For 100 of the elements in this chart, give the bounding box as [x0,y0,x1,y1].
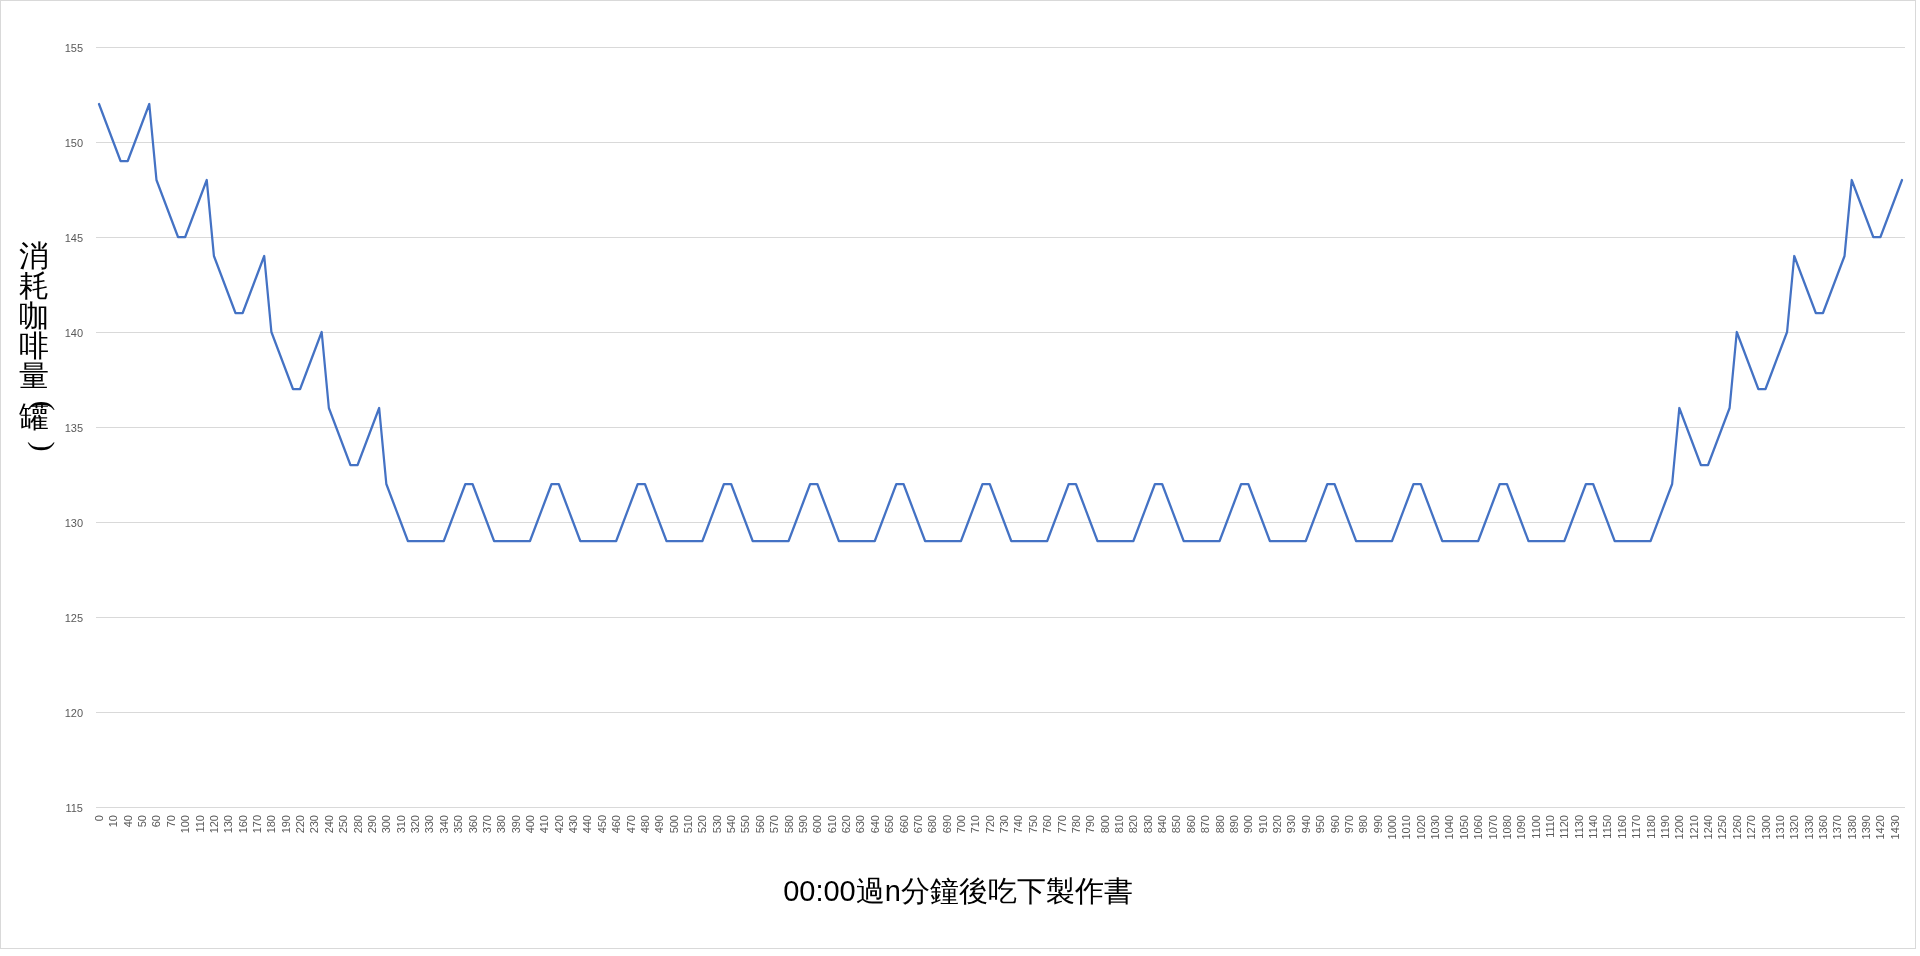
x-tick-label: 930 [1285,815,1298,834]
x-tick-label: 280 [351,815,364,834]
x-tick-label: 1360 [1817,815,1829,840]
x-tick-label: 740 [1012,815,1025,834]
x-tick-label: 720 [983,815,996,834]
x-tick-label: 1110 [1544,815,1556,838]
x-tick-label: 790 [1084,815,1097,834]
y-tick-label: 120 [64,706,83,719]
x-tick-label: 170 [251,815,264,834]
x-tick-label: 420 [552,815,565,834]
x-tick-label: 1320 [1788,815,1801,840]
x-tick-label: 40 [121,815,134,828]
x-tick-label: 670 [911,815,924,834]
x-tick-label: 450 [595,815,608,834]
x-tick-label: 620 [840,815,853,834]
x-tick-label: 1150 [1601,815,1614,839]
x-tick-label: 1390 [1860,815,1873,840]
x-tick-label: 1240 [1702,815,1715,840]
x-tick-label: 190 [279,815,292,834]
x-tick-label: 1300 [1759,815,1772,840]
x-tick-label: 500 [667,815,680,834]
x-tick-label: 1430 [1888,815,1901,840]
x-axis-title: 00:00過n分鐘後吃下製作書 [783,875,1133,907]
x-tick-label: 570 [768,815,781,834]
x-tick-label: 910 [1256,815,1269,834]
x-tick-label: 710 [969,815,982,834]
x-tick-label: 320 [409,815,422,834]
x-tick-label: 60 [150,815,163,828]
x-tick-label: 300 [380,815,393,834]
x-tick-label: 1030 [1429,815,1442,840]
x-tick-label: 1310 [1773,815,1786,840]
y-axis-title: 消耗咖啡量(罐) [19,238,61,452]
x-tick-label: 810 [1113,815,1125,834]
x-tick-label: 960 [1328,815,1341,834]
y-tick-label: 130 [64,516,83,529]
x-tick-label: 510 [682,815,695,834]
x-tick-label: 870 [1199,815,1212,834]
x-tick-label: 430 [567,815,580,834]
x-tick-label: 220 [294,815,307,834]
x-tick-label: 110 [193,815,206,833]
x-tick-label: 350 [452,815,465,834]
x-tick-label: 290 [365,815,378,834]
x-tick-label: 770 [1055,815,1068,834]
x-tick-label: 1060 [1472,815,1485,840]
x-tick-label: 360 [466,815,479,834]
x-tick-label: 880 [1213,815,1226,834]
y-tick-label: 145 [64,231,83,244]
x-tick-label: 1010 [1400,815,1413,840]
x-tick-label: 580 [782,815,795,834]
x-tick-label: 1100 [1529,815,1542,839]
x-tick-label: 830 [1141,815,1154,834]
x-tick-label: 180 [265,815,278,834]
x-tick-label: 130 [222,815,235,834]
x-tick-label: 600 [811,815,824,834]
x-tick-label: 780 [1069,815,1082,834]
x-tick-label: 520 [696,815,709,834]
x-tick-label: 160 [236,815,249,834]
x-tick-label: 530 [710,815,723,834]
x-tick-label: 1050 [1457,815,1470,840]
x-tick-label: 650 [883,815,896,834]
x-tick-label: 120 [207,815,220,834]
y-tick-label: 135 [64,421,83,434]
x-tick-label: 660 [897,815,910,834]
x-tick-label: 1170 [1630,815,1643,839]
x-tick-label: 690 [940,815,953,834]
x-tick-label: 800 [1098,815,1111,834]
x-tick-label: 1190 [1658,815,1671,839]
x-tick-label: 730 [998,815,1011,834]
x-tick-label: 1090 [1515,815,1528,840]
x-tick-label: 1020 [1414,815,1427,840]
x-tick-label: 490 [653,815,666,834]
x-tick-label: 970 [1342,815,1355,834]
x-tick-label: 1270 [1745,815,1758,840]
x-tick-label: 540 [725,815,738,834]
x-tick-label: 610 [825,815,838,834]
x-tick-label: 900 [1242,815,1255,834]
x-tick-label: 230 [308,815,321,834]
x-tick-label: 860 [1184,815,1197,834]
x-tick-label: 750 [1026,815,1039,834]
x-tick-label: 760 [1041,815,1054,834]
x-tick-label: 1160 [1615,815,1628,839]
x-tick-label: 1140 [1587,815,1600,839]
x-tick-label: 1070 [1486,815,1499,840]
x-tick-label: 240 [322,815,335,834]
x-tick-label: 990 [1371,815,1384,834]
x-tick-label: 1260 [1730,815,1743,840]
x-tick-label: 480 [638,815,651,834]
x-tick-label: 330 [423,815,436,834]
x-tick-label: 680 [926,815,939,834]
x-tick-label: 1080 [1500,815,1513,840]
x-tick-label: 380 [495,815,508,834]
x-tick-label: 890 [1227,815,1240,834]
x-tick-label: 840 [1156,815,1169,834]
x-tick-label: 1210 [1687,815,1700,840]
x-tick-label: 1200 [1673,815,1686,840]
x-tick-label: 980 [1357,815,1370,834]
x-tick-label: 50 [136,815,149,828]
x-tick-label: 1130 [1572,815,1585,839]
x-tick-label: 460 [610,815,623,834]
x-tick-label: 370 [480,815,493,834]
